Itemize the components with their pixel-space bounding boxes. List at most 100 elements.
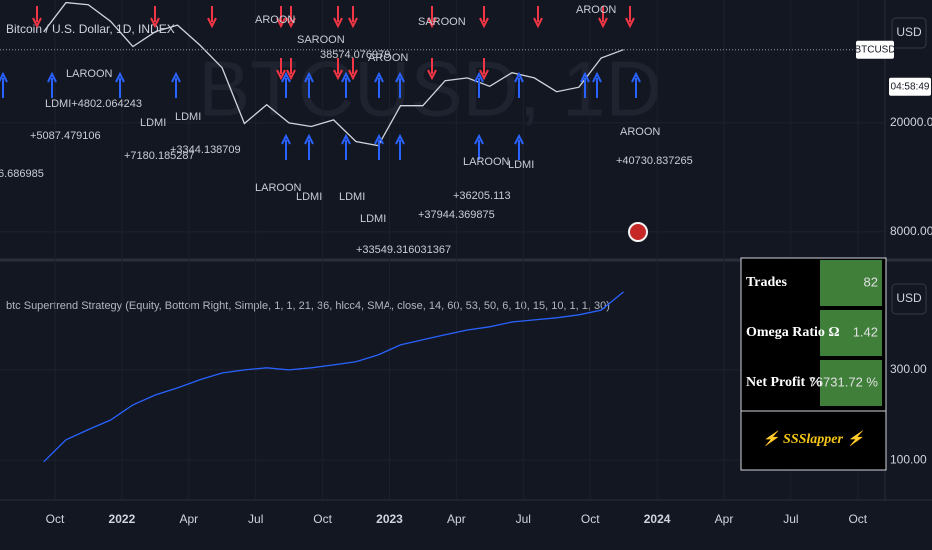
buy-arrow [395, 133, 405, 160]
sell-arrow [333, 58, 343, 81]
signal-label: +36205.113 [453, 190, 511, 202]
signal-label: LDMI+4802.064243 [45, 98, 142, 110]
signal-label: LDMI [360, 213, 386, 225]
table-footer: ⚡ SSSlapper ⚡ [762, 430, 865, 447]
y-tick-label: 20000.00 [890, 115, 932, 129]
y-tick-label: 100.00 [890, 452, 927, 466]
signal-label: +37944.369875 [418, 209, 495, 221]
sell-arrow [150, 6, 160, 29]
signal-label: LDMI [296, 191, 322, 203]
line-series [43, 1, 624, 147]
buy-arrow [631, 71, 641, 98]
time-tick-label: Jul [516, 512, 531, 526]
time-tick-label: Oct [46, 512, 65, 526]
buy-arrow [580, 71, 590, 98]
signal-label: +40730.837265 [616, 155, 693, 167]
row-label: Omega Ratio Ω [746, 325, 840, 340]
sell-arrow [427, 58, 437, 81]
signal-label: +5087.479106 [30, 130, 101, 142]
currency-button[interactable] [891, 283, 927, 315]
countdown: 04:58:49 [891, 81, 930, 92]
signal-label: +7180.185287 [124, 150, 195, 162]
row-value: 76731.72 % [809, 374, 879, 389]
signal-label: SAROON [418, 16, 466, 28]
buy-arrow [47, 71, 57, 98]
signal-label: +3344.138709 [170, 144, 241, 156]
buy-arrow [514, 71, 524, 98]
time-tick-label: 2022 [109, 512, 136, 526]
flag-icon[interactable] [628, 222, 648, 242]
time-tick-label: Oct [581, 512, 600, 526]
buy-arrow [0, 71, 8, 98]
signal-label: LDMI [508, 159, 534, 171]
signal-label: AROON [620, 126, 660, 138]
line-series [43, 291, 624, 463]
time-tick-label: Jul [783, 512, 798, 526]
sell-arrow [333, 6, 343, 29]
signal-label: LDMI [140, 117, 166, 129]
buy-arrow [281, 71, 291, 98]
buy-arrow [592, 71, 602, 98]
currency-button[interactable] [891, 17, 927, 49]
buy-arrow [474, 133, 484, 160]
signal-label: LAROON [255, 182, 302, 194]
sell-arrow [276, 58, 286, 81]
time-tick-label: 2023 [376, 512, 403, 526]
value-cell [820, 260, 882, 306]
row-label: Trades [746, 275, 788, 290]
currency[interactable]: USD [896, 291, 922, 305]
time-tick-label: Oct [848, 512, 867, 526]
y-tick-label: 300.00 [890, 362, 927, 376]
y-tick-label: 8000.00 [890, 224, 932, 238]
sell-arrow [625, 6, 635, 29]
buy-arrow [281, 133, 291, 160]
signal-label: LAROON [463, 156, 510, 168]
price-legend: Bitcoin / U.S. Dollar, 1D, INDEX [6, 22, 175, 36]
sell-arrow [479, 6, 489, 29]
signal-label: AROON [255, 14, 295, 26]
currency[interactable]: USD [896, 25, 922, 39]
buy-arrow [304, 71, 314, 98]
sell-arrow [598, 6, 608, 29]
equity-legend: btc Supertrend Strategy (Equity, Bottom … [6, 300, 610, 312]
buy-arrow [514, 133, 524, 160]
signal-label: AROON [576, 4, 616, 16]
signal-label: AROON [368, 52, 408, 64]
row-label: Net Profit % [746, 375, 823, 390]
symbol-tag-box [856, 40, 894, 59]
buy-arrow [474, 71, 484, 98]
time-tick-label: Oct [313, 512, 332, 526]
time-tick-label: Apr [179, 512, 198, 526]
row-value: 1.42 [853, 324, 878, 339]
value-cell [820, 310, 882, 356]
signal-label: LDMI [175, 111, 201, 123]
buy-arrow [341, 133, 351, 160]
sell-arrow [533, 6, 543, 29]
buy-arrow [374, 133, 384, 160]
sell-arrow [479, 58, 489, 81]
signal-label: +33549.316031367 [356, 244, 451, 256]
sell-arrow [276, 6, 286, 29]
signal-label: LAROON [66, 68, 113, 80]
buy-arrow [115, 71, 125, 98]
sell-arrow [207, 6, 217, 29]
symbol-tag: BTCUSD [854, 44, 895, 55]
stats-table: Trades 82 Omega Ratio Ω 1.42 Net Profit %767… [740, 257, 887, 471]
buy-arrow [341, 71, 351, 98]
time-tick-label: Apr [447, 512, 466, 526]
watermark: BTCUSD, 1D [198, 45, 662, 133]
sell-arrow [286, 58, 296, 81]
signal-label: LDMI [339, 191, 365, 203]
buy-arrow [171, 71, 181, 98]
sell-arrow [427, 6, 437, 29]
buy-arrow [374, 71, 384, 98]
buy-arrow [304, 133, 314, 160]
signal-label: SAROON [297, 34, 345, 46]
sell-arrow [348, 6, 358, 29]
sell-arrow [348, 58, 358, 81]
sell-arrow [32, 6, 42, 29]
signal-label: 38574.076979 [320, 49, 390, 61]
countdown-box [889, 77, 931, 96]
chart-layer: Oct 2022 Apr Jul Oct 2023 Apr Jul Oct 2024 Apr Jul O… [0, 0, 932, 526]
time-tick-label: 2024 [644, 512, 671, 526]
